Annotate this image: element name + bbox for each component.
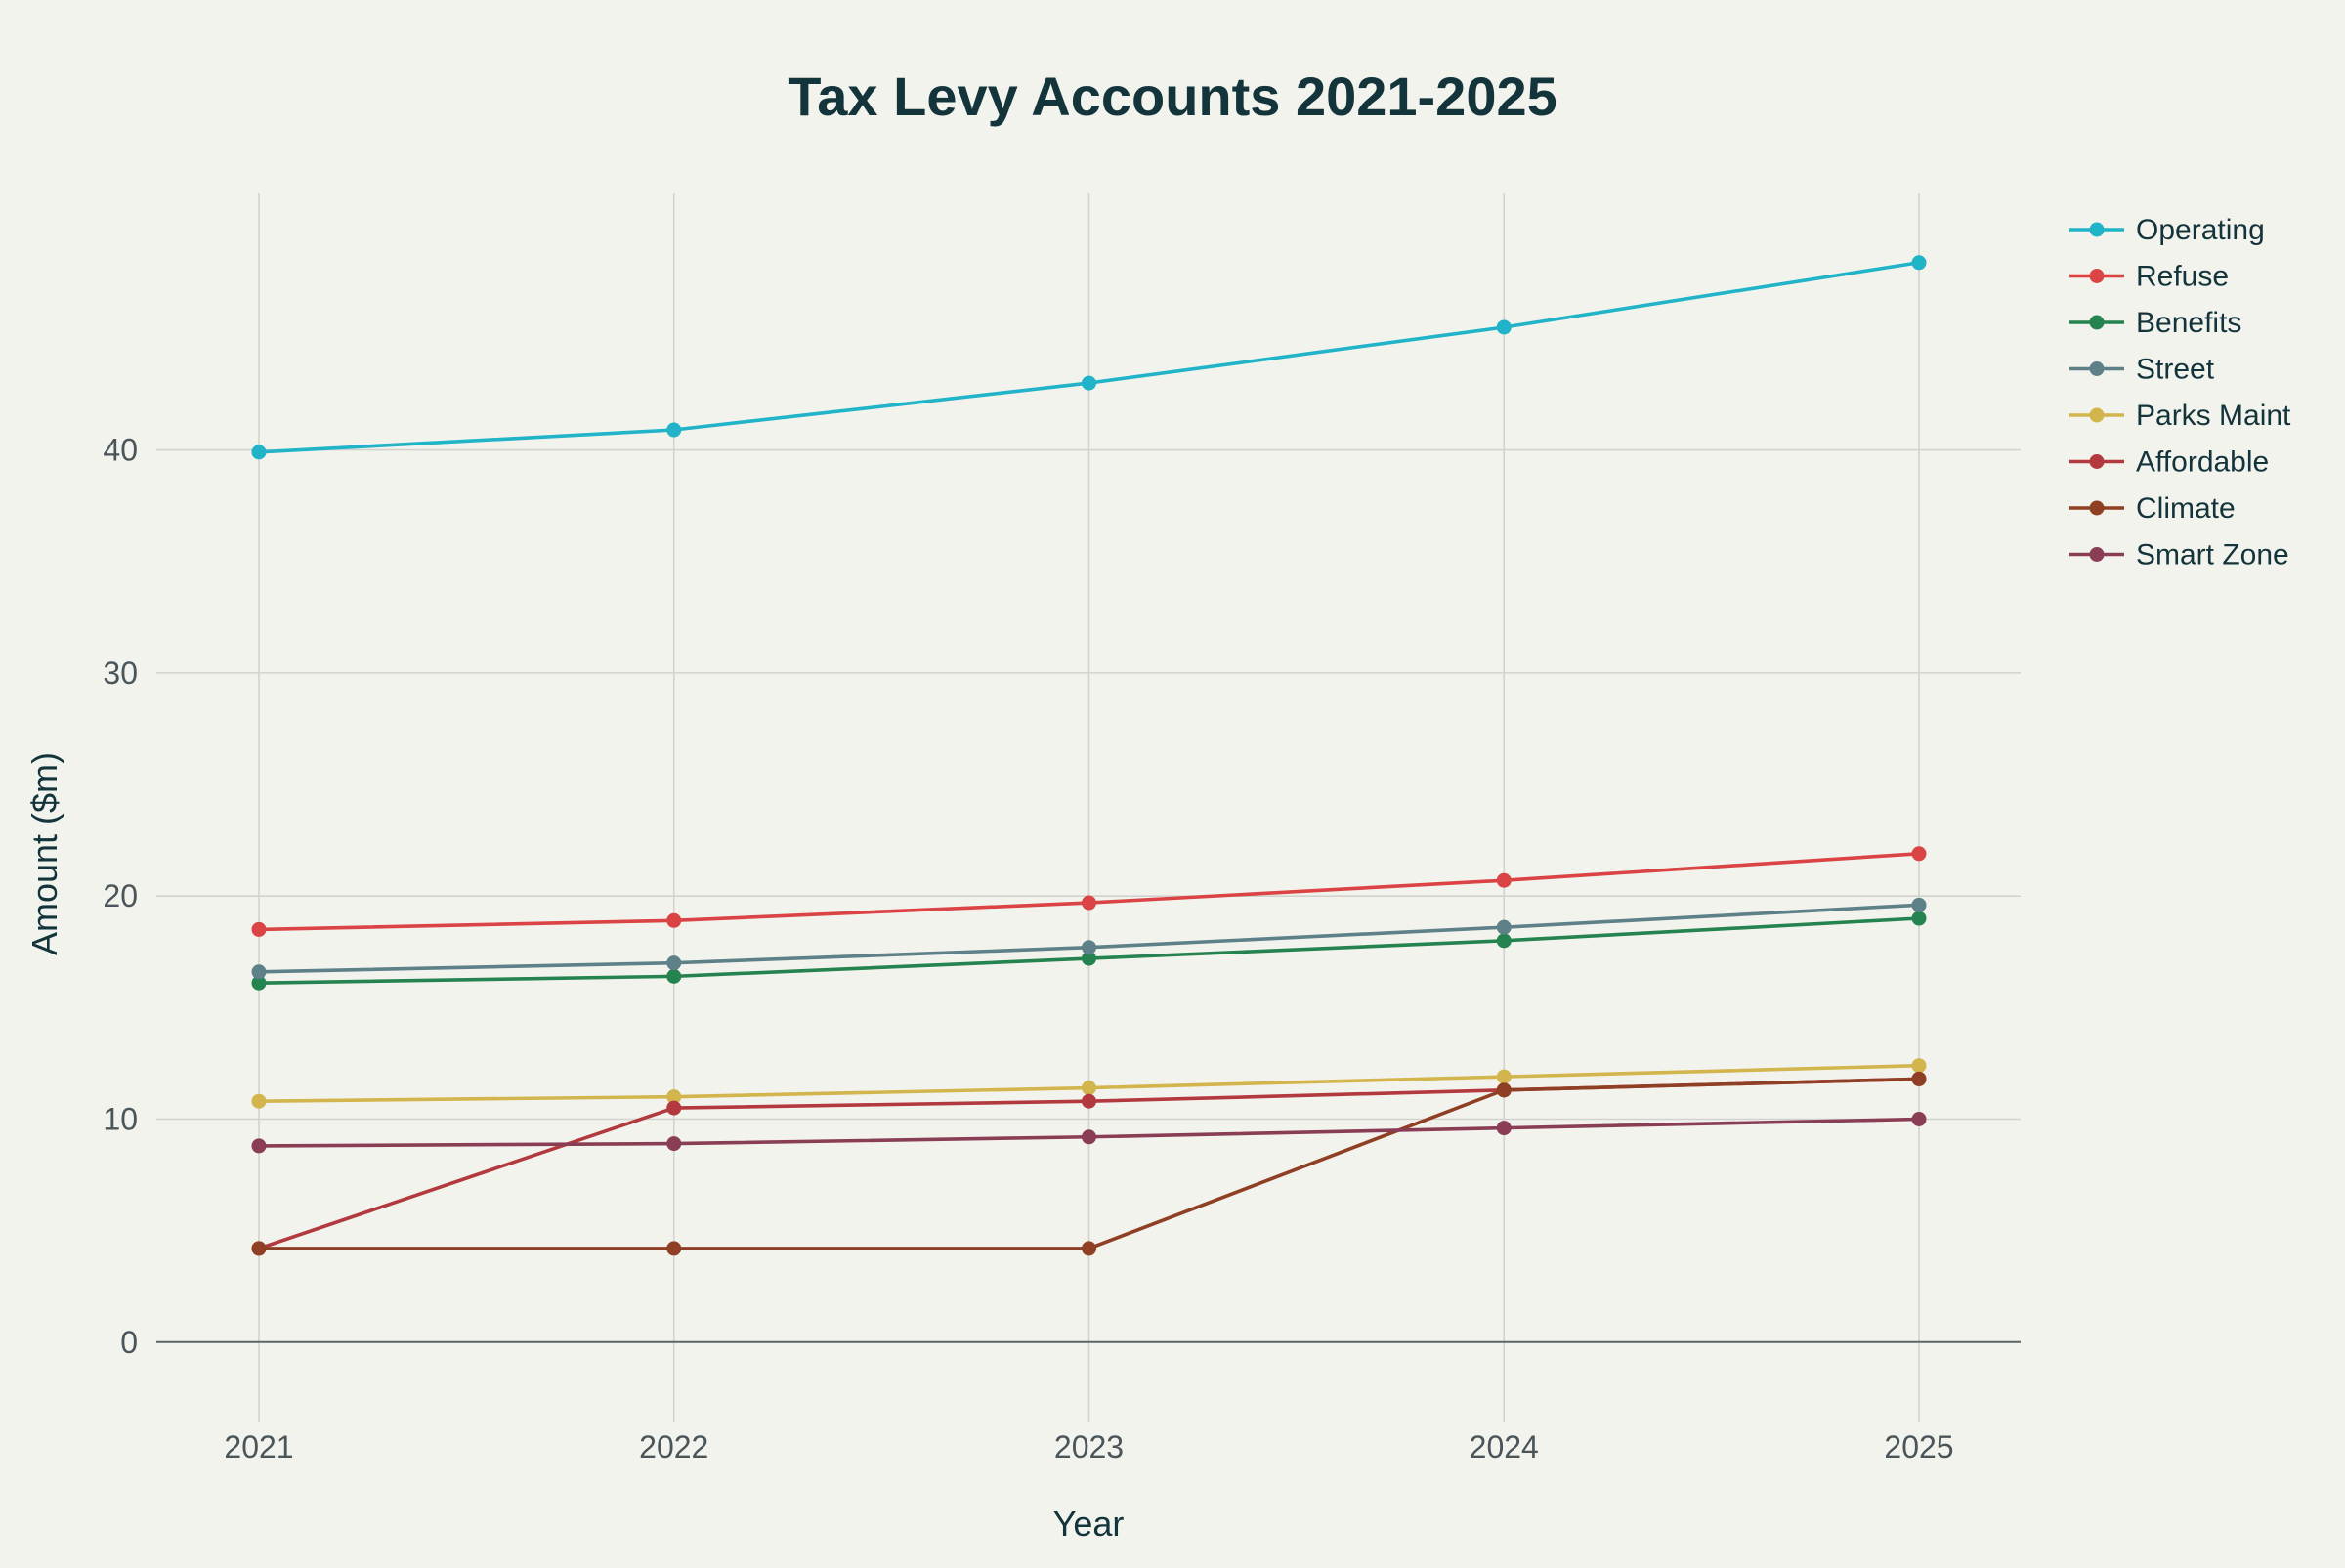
legend-item[interactable]: Affordable xyxy=(2069,446,2269,479)
data-point[interactable] xyxy=(251,1241,267,1256)
data-point[interactable] xyxy=(1911,255,1927,271)
data-point[interactable] xyxy=(1496,919,1512,935)
series-group xyxy=(251,1071,1927,1256)
data-point[interactable] xyxy=(666,1100,682,1116)
legend-swatch-marker xyxy=(2089,222,2105,237)
data-point[interactable] xyxy=(1911,1058,1927,1074)
series-group xyxy=(251,846,1927,937)
series-group xyxy=(251,897,1927,980)
x-tick-label: 2021 xyxy=(224,1429,293,1464)
data-point[interactable] xyxy=(1082,940,1096,955)
x-axis-title: Year xyxy=(1053,1504,1125,1544)
legend-label: Benefits xyxy=(2136,307,2241,339)
legend-item[interactable]: Parks Maint xyxy=(2069,400,2291,432)
legend-swatch-marker xyxy=(2089,269,2105,283)
legend-item[interactable]: Climate xyxy=(2069,492,2236,525)
legend-label: Refuse xyxy=(2136,261,2229,293)
data-point[interactable] xyxy=(251,445,267,460)
legend-swatch-marker xyxy=(2089,407,2105,423)
x-tick-label: 2025 xyxy=(1884,1429,1953,1464)
series-group xyxy=(251,255,1927,460)
x-tick-label: 2022 xyxy=(639,1429,708,1464)
data-point[interactable] xyxy=(251,1093,267,1109)
data-point[interactable] xyxy=(1496,319,1512,335)
series-group xyxy=(251,1111,1927,1154)
y-axis-title: Amount ($m) xyxy=(24,752,64,955)
legend-label: Climate xyxy=(2136,492,2236,525)
data-point[interactable] xyxy=(1911,1111,1927,1126)
y-tick-label: 10 xyxy=(103,1101,138,1136)
gridlines xyxy=(156,193,2021,1422)
legend-item[interactable]: Refuse xyxy=(2069,261,2229,293)
legend-label: Parks Maint xyxy=(2136,400,2291,432)
y-tick-label: 0 xyxy=(120,1325,138,1360)
legend-swatch-marker xyxy=(2089,454,2105,469)
data-point[interactable] xyxy=(666,1089,682,1105)
x-tick-label: 2023 xyxy=(1054,1429,1124,1464)
data-point[interactable] xyxy=(666,422,682,438)
data-point[interactable] xyxy=(1911,1071,1927,1086)
data-point[interactable] xyxy=(1911,897,1927,912)
data-point[interactable] xyxy=(1911,911,1927,926)
data-point[interactable] xyxy=(666,955,682,971)
data-point[interactable] xyxy=(666,1136,682,1152)
x-tick-label: 2024 xyxy=(1470,1429,1539,1464)
data-point[interactable] xyxy=(1496,872,1512,888)
legend-item[interactable]: Benefits xyxy=(2069,307,2241,339)
data-point[interactable] xyxy=(1082,1093,1096,1109)
data-point[interactable] xyxy=(1082,1129,1096,1145)
data-point[interactable] xyxy=(251,964,267,980)
data-point[interactable] xyxy=(1496,1121,1512,1136)
y-tick-label: 20 xyxy=(103,878,138,913)
series-group xyxy=(251,911,1927,991)
y-tick-label: 30 xyxy=(103,656,138,691)
data-point[interactable] xyxy=(1911,846,1927,862)
axes: 2021 2022 2023 2024 2025 0 10 20 30 40 xyxy=(103,433,1953,1464)
data-point[interactable] xyxy=(251,975,267,991)
data-point[interactable] xyxy=(251,921,267,937)
legend-label: Operating xyxy=(2136,214,2265,246)
series-group xyxy=(251,1058,1927,1109)
data-point[interactable] xyxy=(1082,1081,1096,1096)
legend-swatch-marker xyxy=(2089,315,2105,330)
data-point[interactable] xyxy=(251,1138,267,1154)
legend-label: Smart Zone xyxy=(2136,539,2289,572)
data-point[interactable] xyxy=(666,968,682,984)
data-point[interactable] xyxy=(1496,933,1512,949)
data-point[interactable] xyxy=(1082,375,1096,391)
legend-item[interactable]: Smart Zone xyxy=(2069,539,2289,572)
data-point[interactable] xyxy=(1082,951,1096,966)
legend-label: Street xyxy=(2136,354,2215,386)
data-point[interactable] xyxy=(666,1241,682,1256)
data-point[interactable] xyxy=(1082,1241,1096,1256)
chart-title: Tax Levy Accounts 2021-2025 xyxy=(788,65,1557,127)
legend-item[interactable]: Street xyxy=(2069,354,2215,386)
legend-item[interactable]: Operating xyxy=(2069,214,2265,246)
legend: Operating Refuse Benefits Street Parks Maint… xyxy=(2069,214,2291,572)
legend-label: Affordable xyxy=(2136,446,2269,479)
legend-swatch-marker xyxy=(2089,547,2105,562)
data-point[interactable] xyxy=(666,912,682,928)
series-lines xyxy=(251,255,1927,1256)
data-point[interactable] xyxy=(1496,1082,1512,1098)
legend-swatch-marker xyxy=(2089,361,2105,376)
y-tick-label: 40 xyxy=(103,433,138,468)
data-point[interactable] xyxy=(1496,1069,1512,1084)
data-point[interactable] xyxy=(1082,895,1096,911)
legend-swatch-marker xyxy=(2089,500,2105,516)
